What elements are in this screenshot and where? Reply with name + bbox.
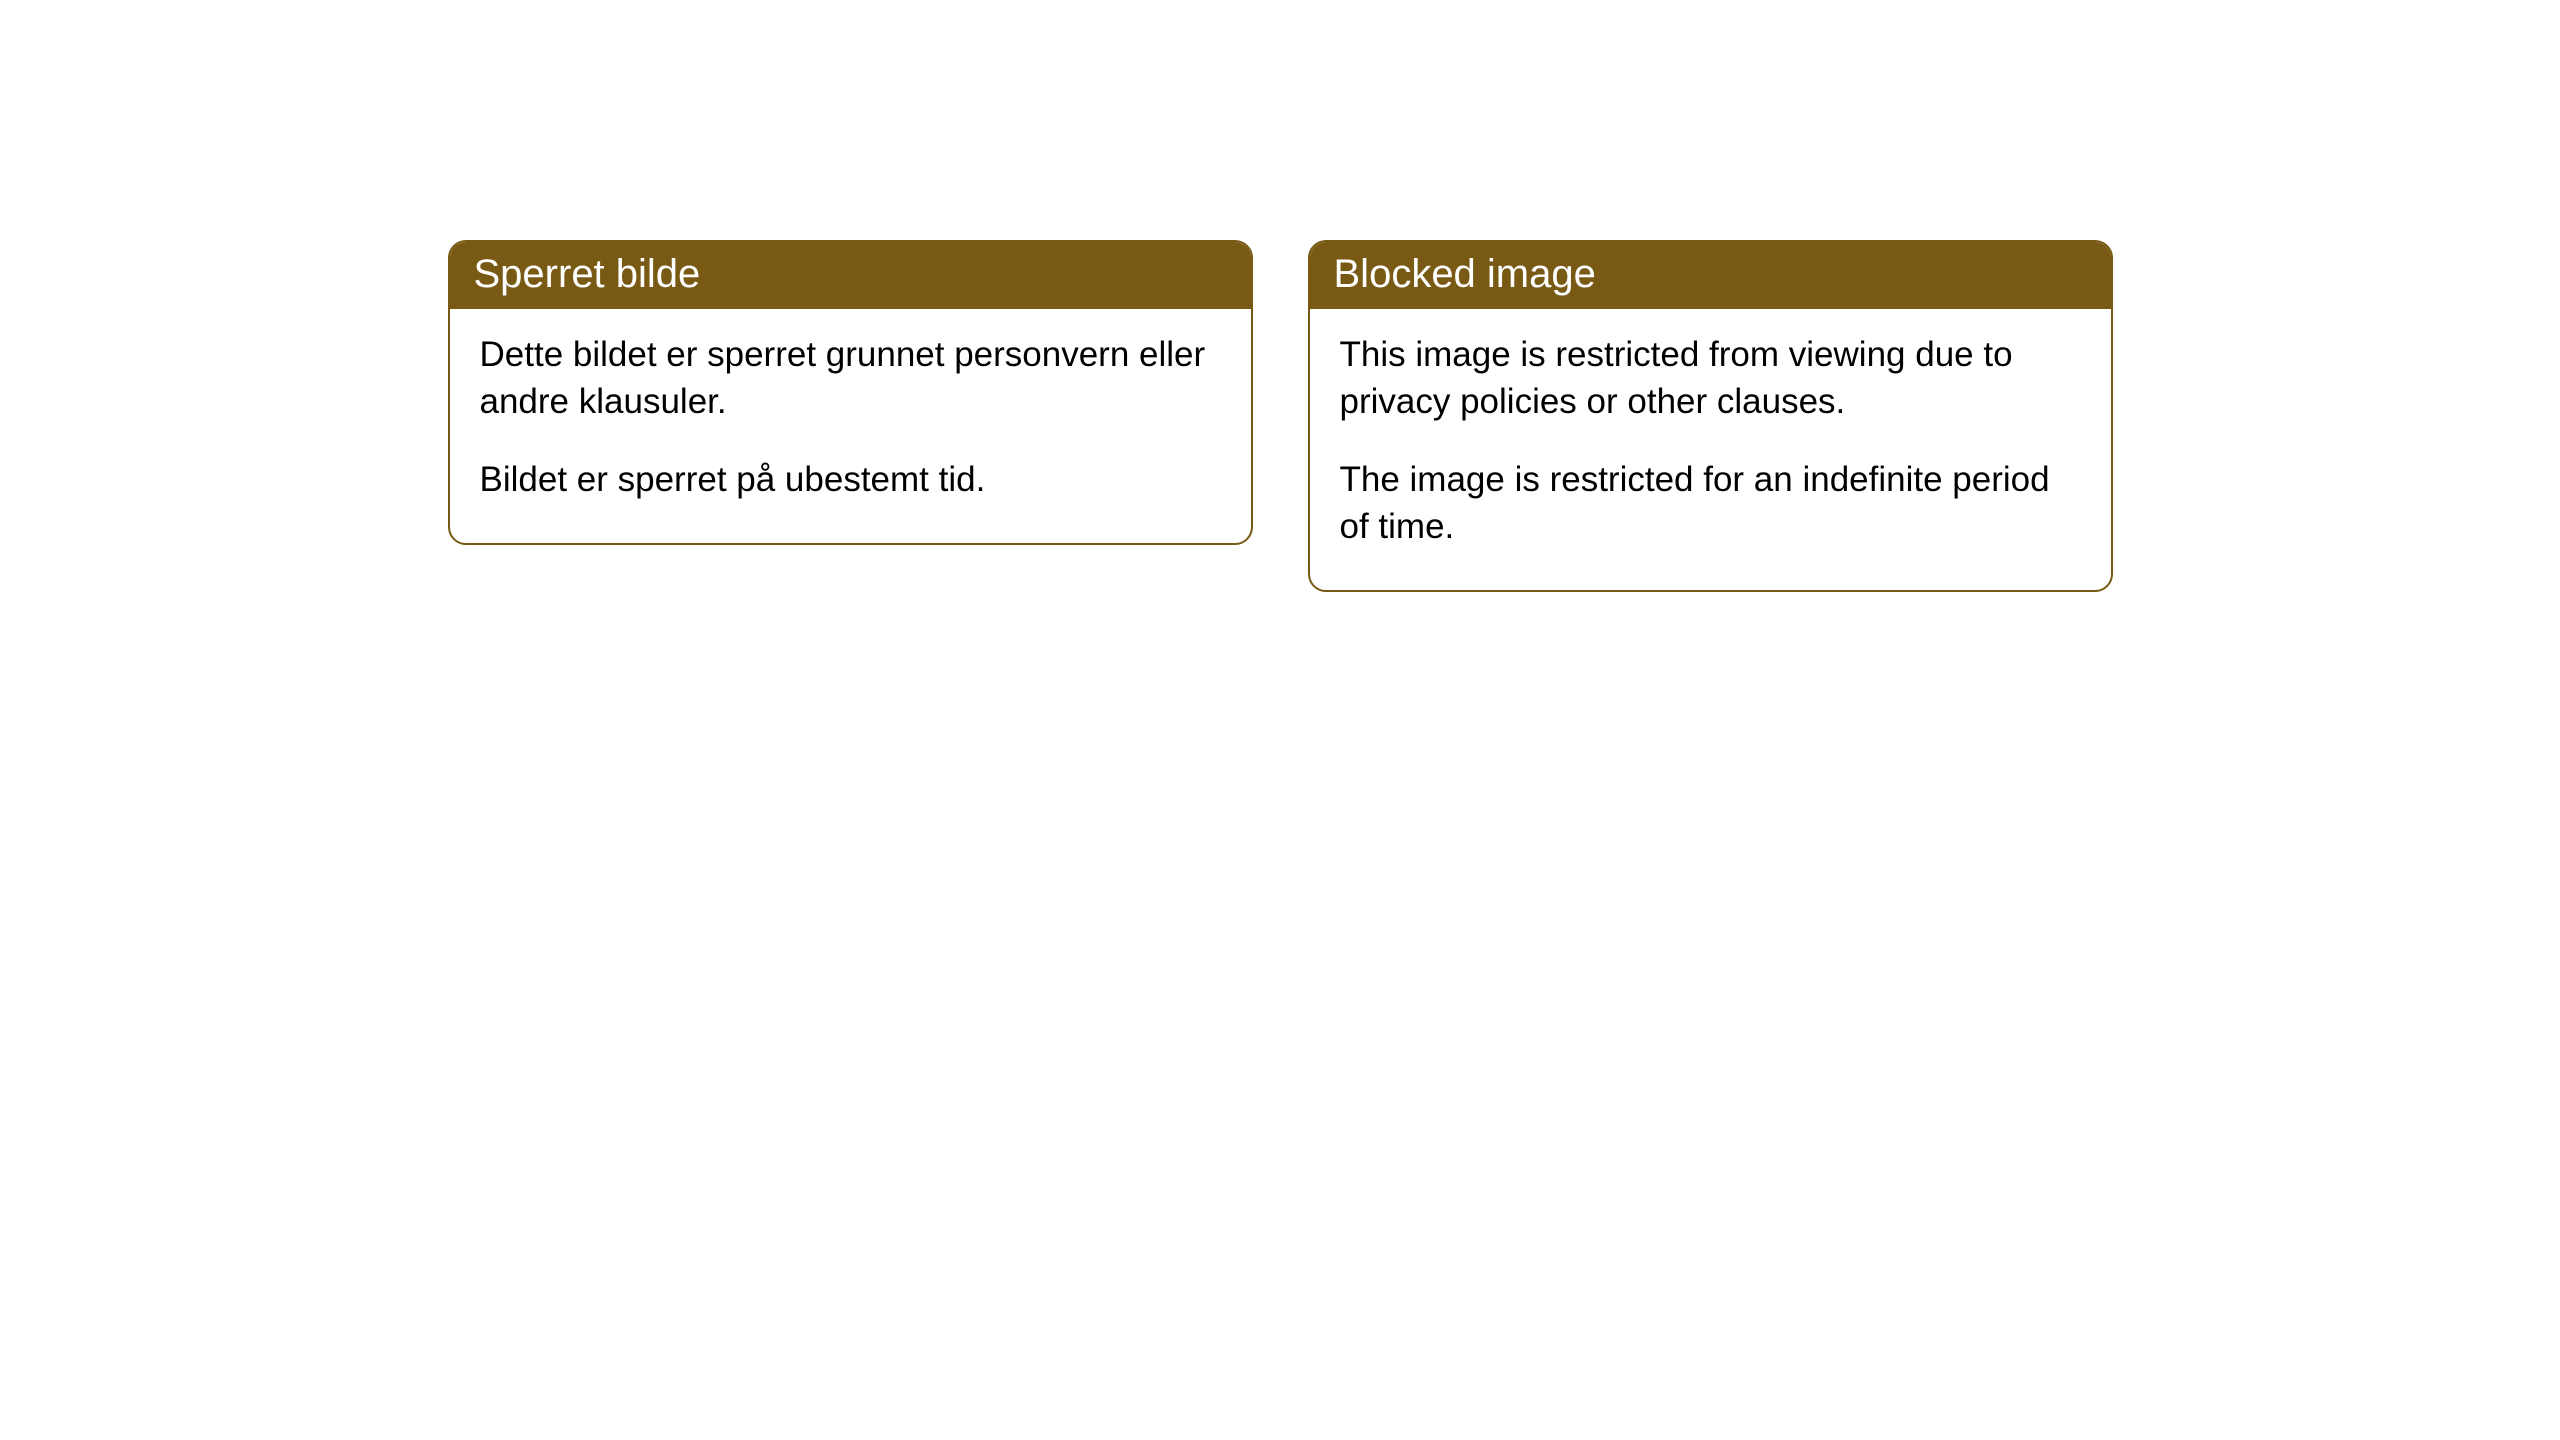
blocked-image-card-no: Sperret bilde Dette bildet er sperret gr… [448,240,1253,545]
card-title-no: Sperret bilde [474,252,701,296]
card-header-no: Sperret bilde [450,242,1251,309]
blocked-image-card-en: Blocked image This image is restricted f… [1308,240,2113,592]
card-paragraph-2-en: The image is restricted for an indefinit… [1340,456,2081,551]
card-paragraph-1-en: This image is restricted from viewing du… [1340,331,2081,426]
card-body-en: This image is restricted from viewing du… [1310,309,2111,590]
card-paragraph-2-no: Bildet er sperret på ubestemt tid. [480,456,1221,503]
card-header-en: Blocked image [1310,242,2111,309]
card-paragraph-1-no: Dette bildet er sperret grunnet personve… [480,331,1221,426]
card-body-no: Dette bildet er sperret grunnet personve… [450,309,1251,543]
card-title-en: Blocked image [1334,252,1596,296]
